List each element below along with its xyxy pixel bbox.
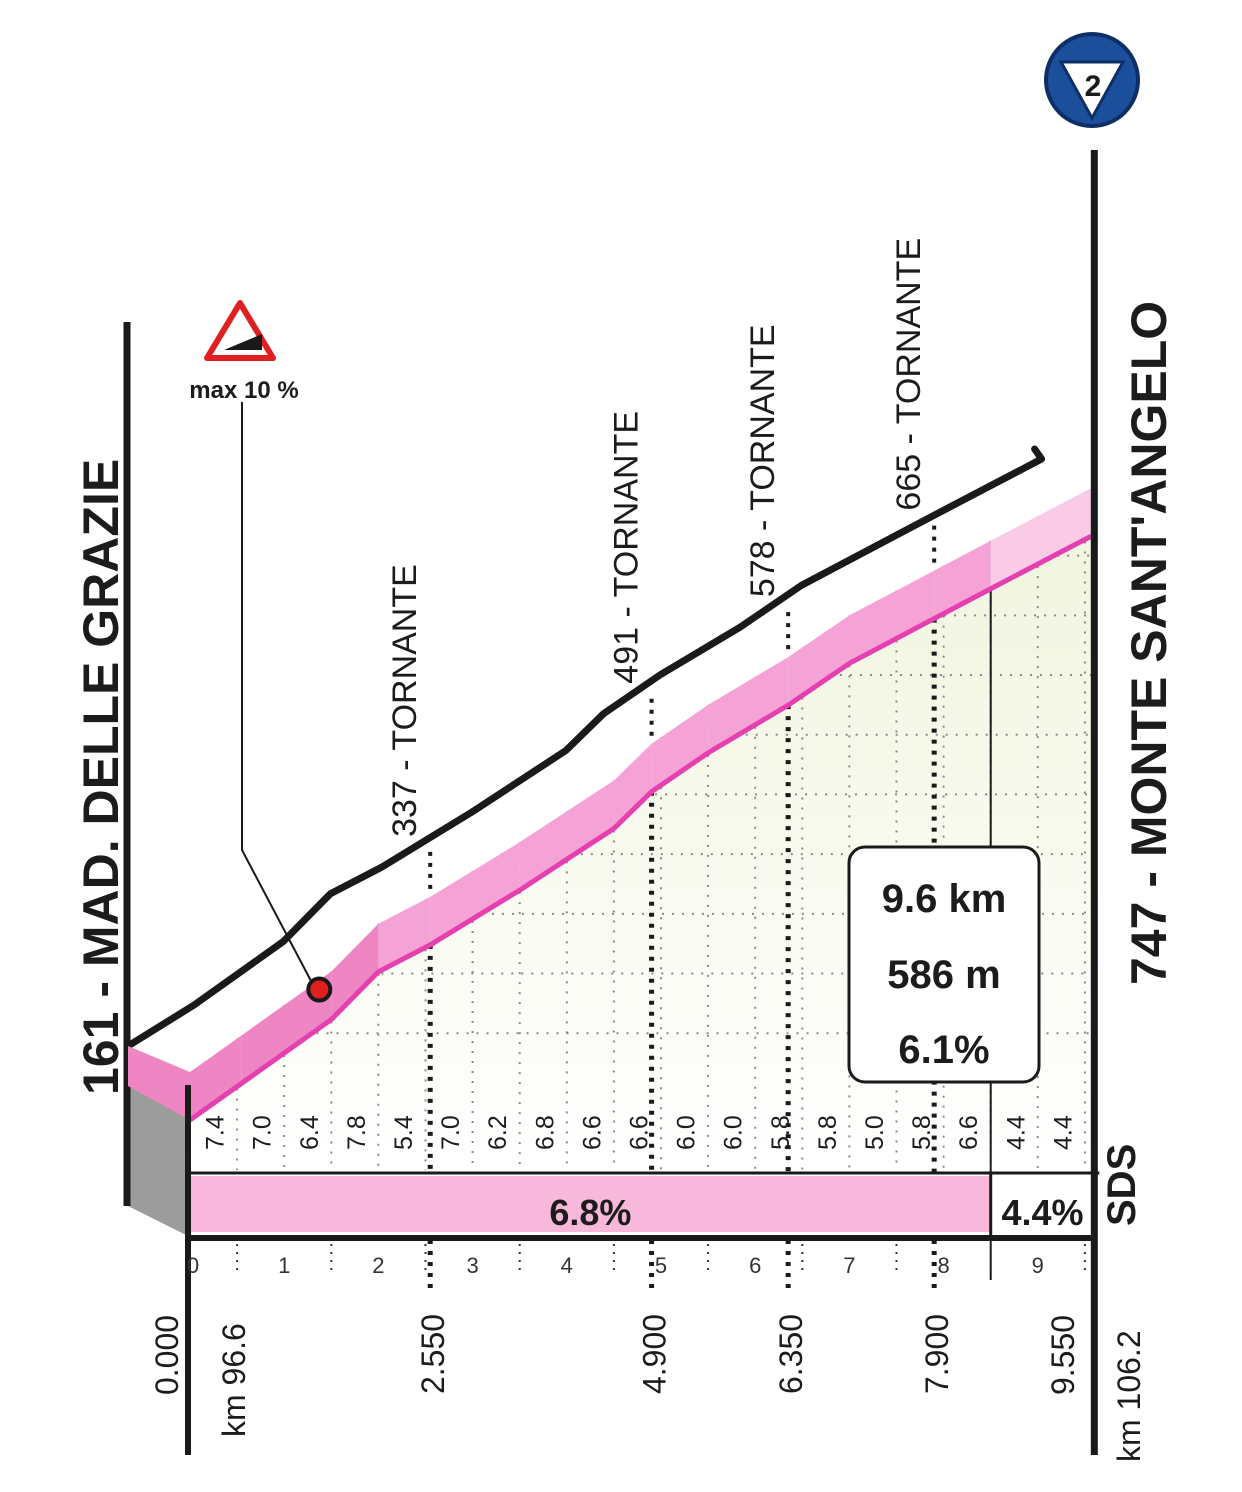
road-segment	[849, 570, 935, 664]
waypoint-label: 491 - TORNANTE	[608, 411, 646, 684]
sds-logo: SDS	[1100, 1144, 1144, 1226]
segment-gradient-label: 5.0	[861, 1115, 889, 1150]
max-gradient-point	[306, 976, 333, 1003]
waypoint-label: 337 - TORNANTE	[386, 564, 424, 837]
finish-km-label: 9.550	[1045, 1315, 1081, 1395]
segment-gradient-label: 6.0	[673, 1115, 701, 1150]
road-segment	[190, 1035, 242, 1120]
segment-gradient-label: 6.6	[625, 1115, 653, 1150]
road-segment	[378, 896, 431, 972]
waypoint-km-label: 2.550	[415, 1314, 451, 1394]
road-segment	[241, 971, 332, 1084]
segment-gradient-label: 6.0	[720, 1115, 748, 1150]
category-badge-number: 2	[1085, 70, 1102, 103]
x-tick-label: 9	[1032, 1253, 1044, 1278]
segment-gradient-label: 6.6	[578, 1115, 606, 1150]
segment-gradient-label: 6.4	[296, 1115, 324, 1150]
summary-gradient: 6.1%	[898, 1028, 989, 1072]
waypoint-km-label: 6.350	[773, 1314, 809, 1394]
road-segment	[651, 704, 709, 792]
road-segment	[331, 923, 379, 1020]
road-segment	[934, 540, 991, 619]
summary-gain: 586 m	[887, 953, 1000, 997]
x-tick-label: 4	[561, 1253, 573, 1278]
waypoint-km-label: 7.900	[919, 1314, 955, 1394]
x-tick-label: 7	[843, 1253, 855, 1278]
max-gradient-leader	[241, 402, 313, 982]
start-race-km: km 96.6	[216, 1323, 252, 1437]
summary-box	[847, 845, 1041, 1084]
segment-gradient-label: 7.8	[343, 1115, 371, 1150]
waypoint-km-label: 4.900	[637, 1314, 673, 1394]
road-segment	[990, 489, 1090, 589]
segment-gradient-label: 4.4	[1002, 1115, 1030, 1150]
segment-gradient-label: 5.4	[390, 1115, 418, 1150]
max-gradient-label: max 10 %	[189, 377, 298, 404]
segment-gradient-label: 7.0	[249, 1115, 277, 1150]
max-gradient-icon-slope	[224, 334, 262, 350]
segment-gradient-label: 6.6	[955, 1115, 983, 1150]
segment-gradient-label: 6.2	[484, 1115, 512, 1150]
road-segment	[519, 780, 614, 891]
summary-distance: 9.6 km	[882, 877, 1007, 921]
x-tick-label: 3	[466, 1253, 478, 1278]
x-tick-label: 6	[749, 1253, 761, 1278]
average-gradient-bar	[990, 1176, 1095, 1232]
start-km-label: 0.000	[149, 1315, 185, 1395]
road-upper-edge	[124, 445, 1046, 1050]
x-tick-label: 8	[937, 1253, 949, 1278]
category-badge-triangle	[1058, 60, 1126, 122]
road-segment	[708, 657, 789, 753]
segment-gradient-label: 7.0	[437, 1115, 465, 1150]
segment-gradient-label: 6.8	[531, 1115, 559, 1150]
finish-race-km: km 106.2	[1111, 1330, 1147, 1462]
segment-gradient-label: 4.4	[1049, 1115, 1077, 1150]
x-tick-label: 0	[187, 1253, 199, 1278]
average-gradient-label: 6.8%	[549, 1192, 631, 1233]
x-tick-label: 2	[372, 1253, 384, 1278]
segment-gradient-label: 5.8	[814, 1115, 842, 1150]
average-gradient-label: 4.4%	[1001, 1192, 1083, 1233]
waypoint-label: 665 - TORNANTE	[890, 238, 928, 511]
road-lower-edge	[188, 534, 1095, 1123]
road-start-cap	[128, 1046, 190, 1120]
start-label: 161 - MAD. DELLE GRAZIE	[73, 459, 129, 1095]
average-gradient-bar	[190, 1176, 991, 1232]
road-segment	[613, 743, 652, 829]
road-segment	[430, 842, 520, 945]
segment-gradient-label: 5.8	[767, 1115, 795, 1150]
road-segment	[788, 615, 850, 706]
segment-gradient-label: 7.4	[202, 1115, 230, 1150]
x-tick-label: 5	[655, 1253, 667, 1278]
segment-gradient-label: 5.8	[908, 1115, 936, 1150]
x-tick-label: 1	[278, 1253, 290, 1278]
finish-label: 747 - MONTE SANT'ANGELO	[1121, 301, 1177, 985]
waypoint-label: 578 - TORNANTE	[744, 324, 782, 597]
